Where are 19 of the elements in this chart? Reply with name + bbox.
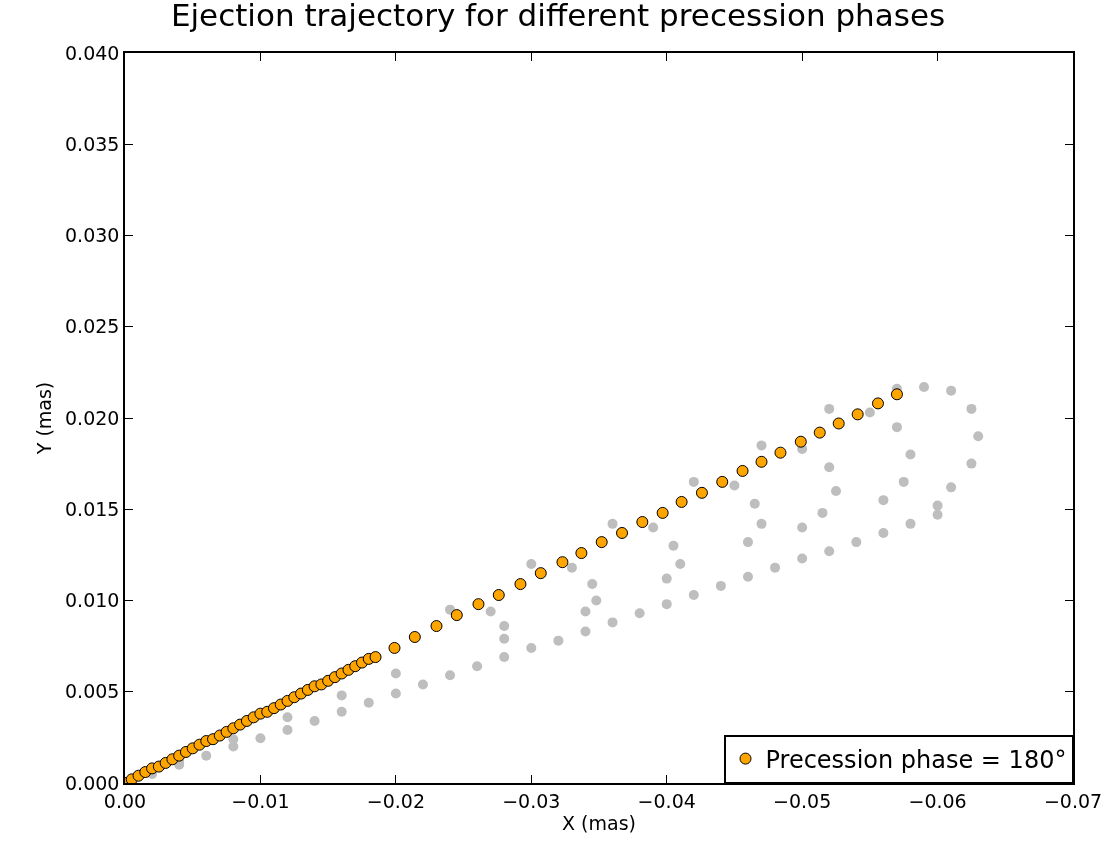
legend-label: Precession phase = 180° — [765, 745, 1067, 774]
y-tick-label: 0.030 — [65, 224, 120, 247]
y-tick-label: 0.010 — [65, 589, 120, 612]
y-tick-label: 0.025 — [65, 315, 120, 338]
y-tick-label: 0.020 — [65, 406, 120, 429]
x-tick-label: −0.03 — [502, 789, 561, 812]
x-tick-label: −0.04 — [637, 789, 696, 812]
x-tick-label: −0.06 — [908, 789, 967, 812]
chart-title: Ejection trajectory for different precession phases — [170, 0, 946, 33]
y-tick-label: 0.040 — [65, 41, 120, 64]
x-tick-label: −0.05 — [773, 789, 832, 812]
x-tick-label: −0.01 — [231, 789, 290, 812]
y-tick-label: 0.035 — [65, 132, 120, 155]
x-tick-label: −0.07 — [1043, 789, 1103, 812]
y-tick-label: 0.015 — [65, 497, 120, 520]
x-tick-label: −0.02 — [366, 789, 425, 812]
y-tick-label: 0.005 — [65, 680, 120, 703]
y-axis-title: Y (mas) — [33, 381, 56, 456]
x-axis-title: X (mas) — [562, 811, 636, 834]
